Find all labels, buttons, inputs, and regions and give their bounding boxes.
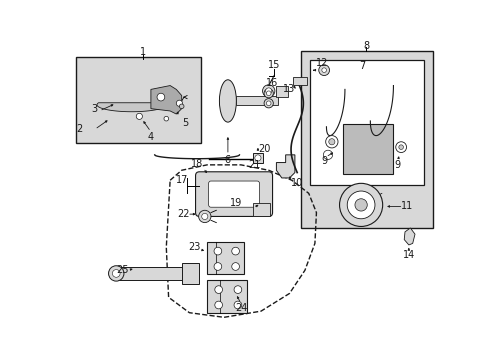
Text: 11: 11	[400, 202, 412, 211]
Bar	[310, 60, 424, 185]
Bar	[207, 242, 244, 274]
Text: 8: 8	[363, 41, 369, 50]
Text: 14: 14	[402, 250, 414, 260]
Circle shape	[231, 263, 239, 270]
Circle shape	[108, 266, 123, 281]
Polygon shape	[97, 103, 166, 112]
Circle shape	[395, 142, 406, 153]
Text: 2: 2	[76, 125, 82, 134]
Circle shape	[354, 199, 366, 211]
Text: 15: 15	[267, 60, 280, 70]
Bar	[253, 203, 270, 216]
Text: 9: 9	[321, 156, 326, 166]
Circle shape	[202, 213, 207, 220]
Text: 20: 20	[257, 144, 270, 154]
Polygon shape	[276, 155, 294, 178]
Circle shape	[234, 301, 241, 309]
Circle shape	[163, 116, 168, 121]
Circle shape	[266, 101, 270, 105]
Circle shape	[266, 91, 270, 95]
Bar	[182, 263, 198, 284]
Text: 5: 5	[182, 118, 188, 128]
Bar	[76, 57, 201, 143]
Text: 16: 16	[265, 78, 277, 88]
Bar	[276, 86, 287, 97]
Circle shape	[264, 99, 273, 108]
Text: 25: 25	[116, 265, 128, 275]
Text: 13: 13	[283, 84, 295, 94]
Circle shape	[325, 136, 337, 148]
Text: 21: 21	[248, 160, 261, 170]
Text: 4: 4	[147, 132, 154, 142]
Circle shape	[198, 210, 210, 222]
Circle shape	[328, 139, 334, 145]
Text: 19: 19	[229, 198, 241, 208]
Circle shape	[398, 145, 403, 149]
Text: 24: 24	[234, 303, 246, 313]
Polygon shape	[404, 228, 414, 245]
Circle shape	[214, 247, 221, 255]
Circle shape	[231, 247, 239, 255]
Text: 22: 22	[177, 209, 189, 219]
Text: 10: 10	[290, 178, 303, 188]
Bar	[116, 266, 183, 280]
Bar	[207, 280, 246, 313]
Text: 7: 7	[359, 61, 365, 71]
Circle shape	[214, 263, 221, 270]
Text: 6: 6	[224, 155, 230, 165]
Ellipse shape	[219, 80, 236, 122]
Bar	[293, 77, 306, 85]
Text: 1: 1	[140, 48, 146, 58]
Text: 23: 23	[188, 242, 201, 252]
FancyBboxPatch shape	[195, 172, 272, 216]
Text: 9: 9	[393, 160, 400, 170]
Text: 17: 17	[175, 175, 187, 185]
Text: 18: 18	[191, 159, 203, 169]
Circle shape	[112, 270, 120, 277]
Circle shape	[136, 113, 142, 120]
Circle shape	[157, 93, 164, 101]
FancyBboxPatch shape	[208, 181, 259, 207]
Circle shape	[321, 68, 326, 72]
Circle shape	[318, 65, 329, 76]
Circle shape	[214, 301, 222, 309]
Polygon shape	[151, 86, 182, 114]
Circle shape	[265, 88, 271, 94]
Circle shape	[264, 89, 273, 98]
Circle shape	[262, 85, 274, 97]
Circle shape	[179, 104, 183, 109]
Bar	[343, 124, 393, 174]
Text: 12: 12	[316, 58, 328, 68]
Circle shape	[214, 286, 222, 293]
Bar	[301, 51, 432, 228]
Circle shape	[323, 150, 332, 159]
Text: 3: 3	[91, 104, 98, 114]
Circle shape	[254, 155, 261, 161]
Circle shape	[346, 191, 374, 219]
Bar	[253, 153, 262, 163]
Bar	[235, 95, 277, 105]
Circle shape	[339, 183, 382, 226]
Circle shape	[234, 286, 241, 293]
Circle shape	[176, 100, 182, 106]
